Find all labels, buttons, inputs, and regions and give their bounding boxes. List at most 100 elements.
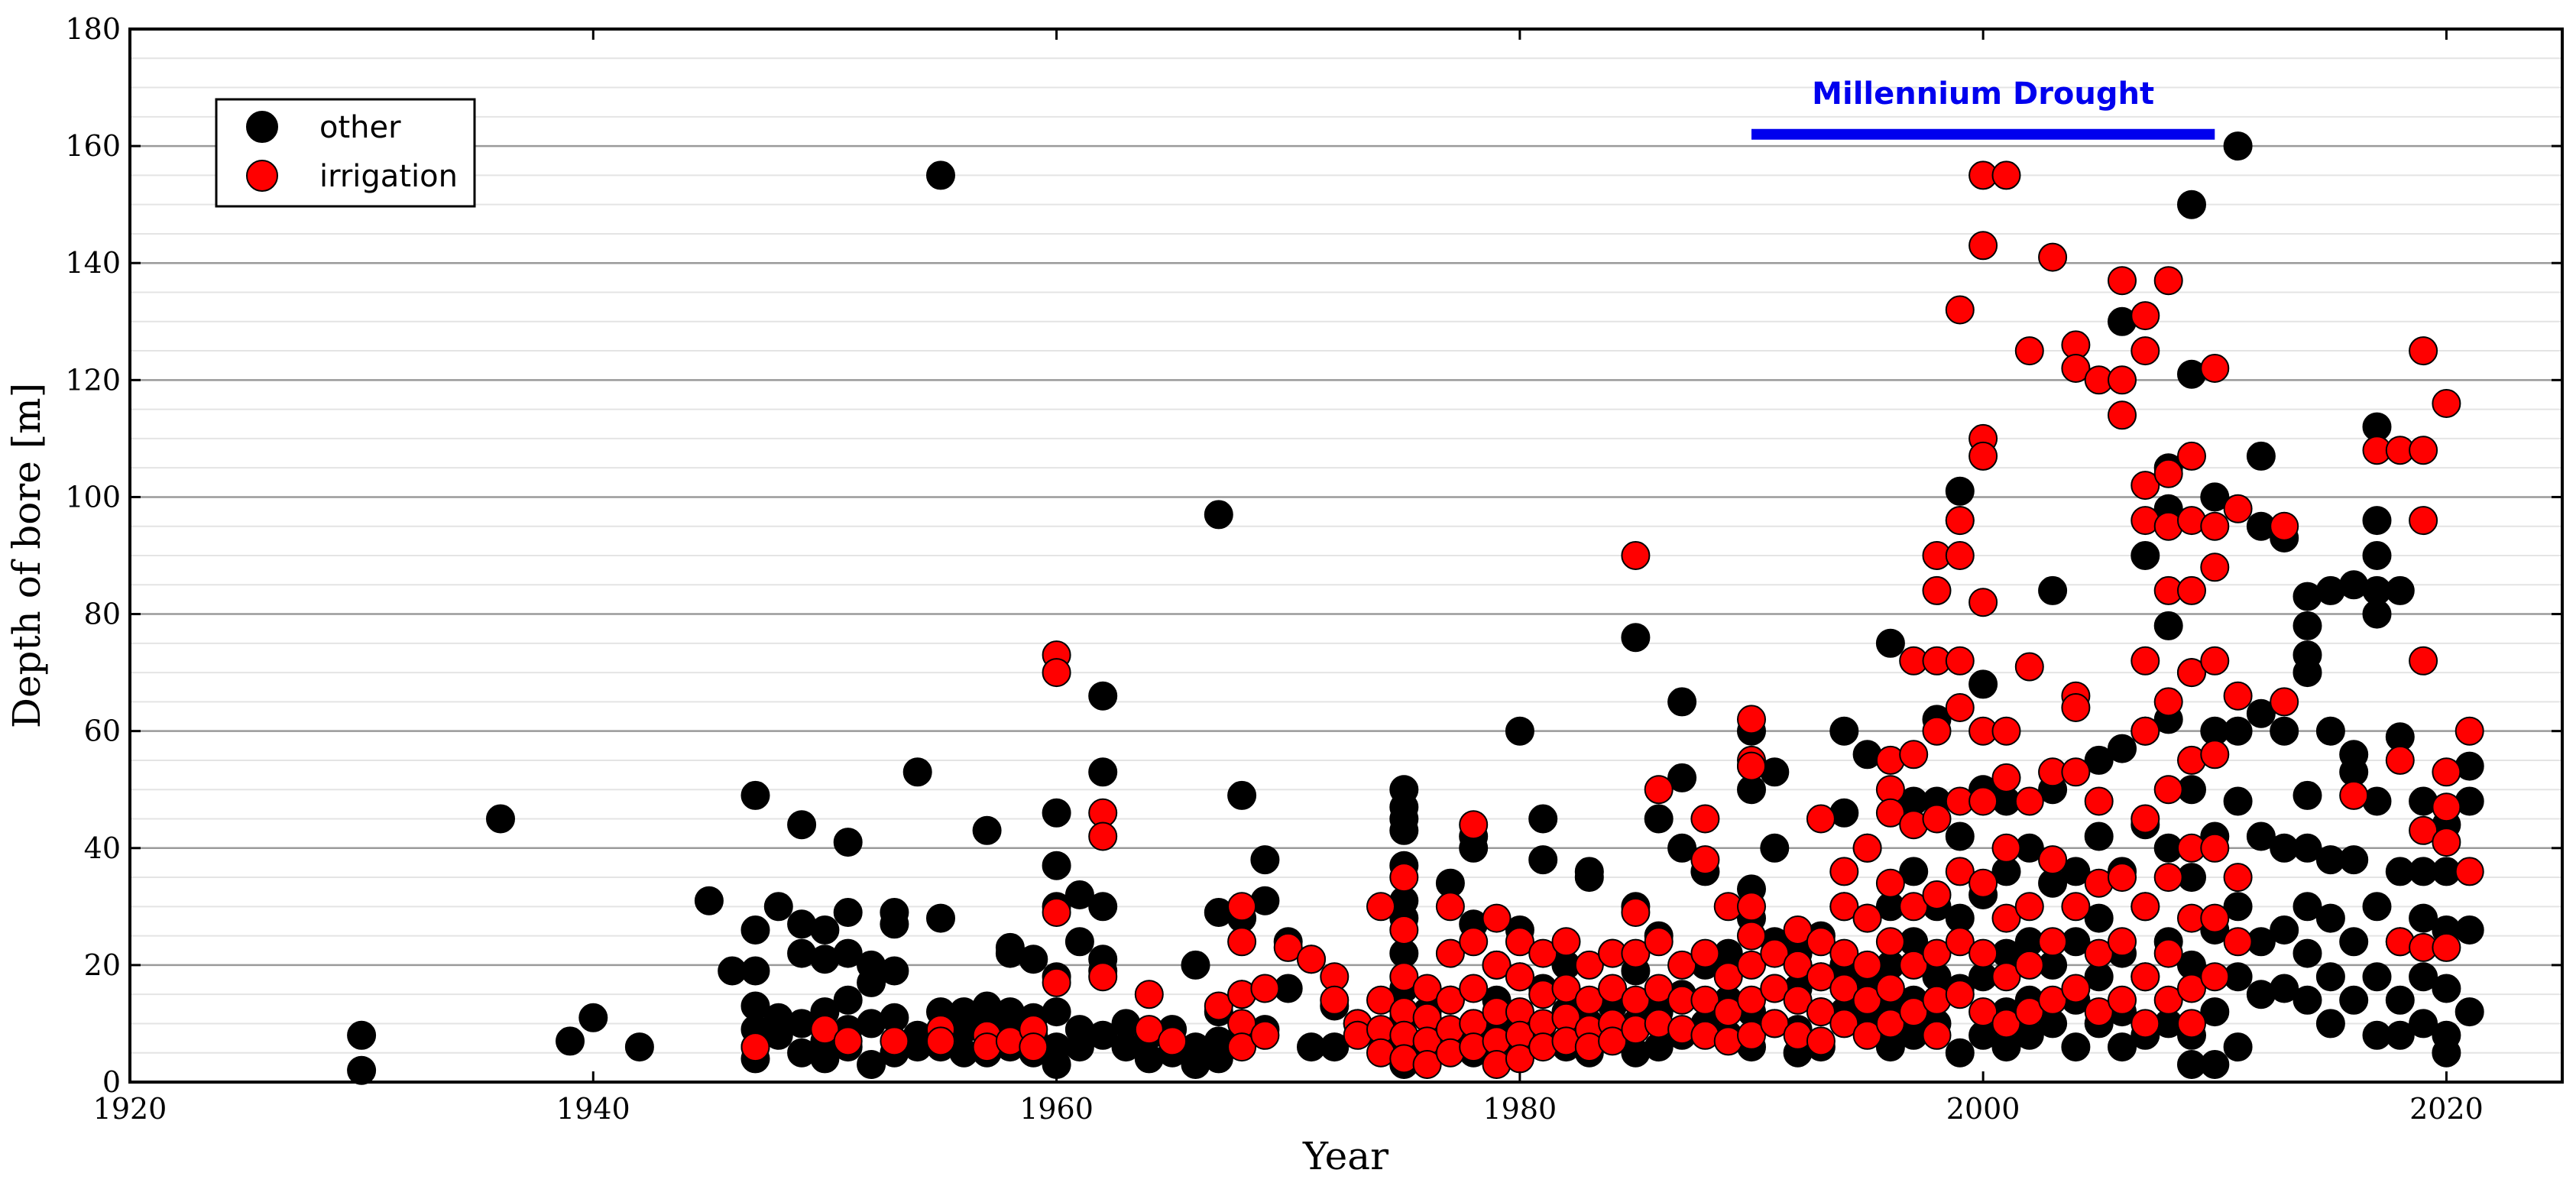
- point-irrigation: [1482, 950, 1512, 980]
- point-irrigation: [1227, 892, 1257, 922]
- point-other: [810, 915, 840, 945]
- point-irrigation: [2339, 780, 2369, 810]
- point-other: [740, 915, 770, 945]
- point-other: [2200, 997, 2230, 1027]
- point-irrigation: [1042, 658, 1071, 688]
- point-other: [2108, 1032, 2137, 1062]
- point-irrigation: [1158, 1026, 1188, 1056]
- point-other: [578, 1003, 608, 1032]
- point-irrigation: [2130, 1009, 2160, 1039]
- point-irrigation: [1737, 921, 1766, 951]
- point-irrigation: [1482, 903, 1512, 933]
- point-irrigation: [2130, 716, 2160, 746]
- point-irrigation: [1783, 985, 1813, 1015]
- point-other: [2223, 892, 2253, 922]
- point-irrigation: [1644, 775, 1674, 805]
- point-irrigation: [2108, 365, 2137, 395]
- legend-marker-irrigation: [246, 160, 278, 192]
- point-other: [1111, 1032, 1141, 1062]
- point-other: [833, 828, 863, 857]
- point-irrigation: [2177, 1009, 2206, 1039]
- point-irrigation: [2130, 892, 2160, 922]
- point-other: [1899, 857, 1929, 886]
- point-other: [857, 967, 886, 997]
- point-irrigation: [1875, 927, 1905, 957]
- point-irrigation: [2409, 506, 2438, 536]
- point-other: [1181, 950, 1210, 980]
- point-other: [1574, 863, 1604, 893]
- point-irrigation: [2084, 938, 2114, 968]
- point-other: [1389, 815, 1419, 845]
- point-irrigation: [1968, 588, 1998, 617]
- point-irrigation: [2108, 400, 2137, 430]
- point-other: [2292, 658, 2322, 688]
- point-irrigation: [2223, 494, 2253, 523]
- x-tick-label: 2020: [2409, 1092, 2484, 1126]
- point-irrigation: [1899, 997, 1929, 1027]
- point-irrigation: [1621, 938, 1651, 968]
- point-irrigation: [2014, 786, 2044, 816]
- point-irrigation: [1690, 985, 1720, 1015]
- y-axis-ticks: 0 20 40 60 80 100 120 140 160 180: [65, 12, 2562, 1099]
- point-irrigation: [2153, 985, 2183, 1015]
- point-irrigation: [1737, 751, 1766, 781]
- point-other: [2409, 1009, 2438, 1039]
- x-tick-label: 1960: [1019, 1092, 1094, 1126]
- point-irrigation: [1713, 997, 1743, 1027]
- point-other: [347, 1055, 377, 1085]
- x-tick-label: 2000: [1946, 1092, 2020, 1126]
- point-irrigation: [2454, 857, 2484, 886]
- point-irrigation: [1875, 868, 1905, 898]
- point-other: [2130, 541, 2160, 570]
- y-tick-label: 160: [65, 129, 121, 163]
- point-irrigation: [1899, 740, 1929, 770]
- point-other: [2315, 1009, 2345, 1039]
- point-other: [2432, 974, 2461, 1003]
- point-irrigation: [2200, 833, 2230, 863]
- point-irrigation: [926, 1026, 955, 1056]
- point-other: [1204, 1044, 1233, 1074]
- point-irrigation: [2270, 687, 2299, 717]
- point-irrigation: [1829, 1009, 1859, 1039]
- y-tick-label: 20: [84, 948, 121, 982]
- point-other: [2362, 892, 2392, 922]
- legend-label-irrigation: irrigation: [319, 159, 458, 194]
- point-other: [2292, 611, 2322, 640]
- point-other: [833, 938, 863, 968]
- point-other: [556, 1026, 585, 1056]
- x-axis-title: Year: [1302, 1134, 1388, 1178]
- point-other: [2200, 482, 2230, 512]
- point-irrigation: [1134, 1015, 1164, 1045]
- point-irrigation: [1968, 997, 1998, 1027]
- point-irrigation: [2061, 974, 2091, 1003]
- point-irrigation: [1598, 1026, 1628, 1056]
- point-irrigation: [2130, 646, 2160, 676]
- point-irrigation: [2130, 962, 2160, 992]
- point-irrigation: [2108, 985, 2137, 1015]
- point-other: [2315, 962, 2345, 992]
- point-irrigation: [1412, 974, 1442, 1003]
- point-irrigation: [2409, 815, 2438, 845]
- point-irrigation: [1737, 1020, 1766, 1050]
- point-other: [1088, 892, 1118, 922]
- point-irrigation: [2014, 892, 2044, 922]
- point-other: [2385, 985, 2415, 1015]
- point-other: [2409, 962, 2438, 992]
- point-other: [624, 1032, 654, 1062]
- point-irrigation: [1968, 441, 1998, 471]
- point-irrigation: [2385, 745, 2415, 775]
- point-irrigation: [1574, 985, 1604, 1015]
- point-irrigation: [1829, 857, 1859, 886]
- point-other: [2385, 1020, 2415, 1050]
- point-irrigation: [1459, 974, 1489, 1003]
- point-irrigation: [1644, 927, 1674, 957]
- point-other: [2292, 780, 2322, 810]
- point-other: [1875, 628, 1905, 658]
- point-other: [2153, 611, 2183, 640]
- point-irrigation: [2061, 693, 2091, 722]
- point-irrigation: [1945, 857, 1975, 886]
- y-tick-label: 60: [84, 715, 121, 748]
- point-other: [2084, 903, 2114, 933]
- point-irrigation: [2200, 646, 2230, 676]
- point-irrigation: [1690, 804, 1720, 834]
